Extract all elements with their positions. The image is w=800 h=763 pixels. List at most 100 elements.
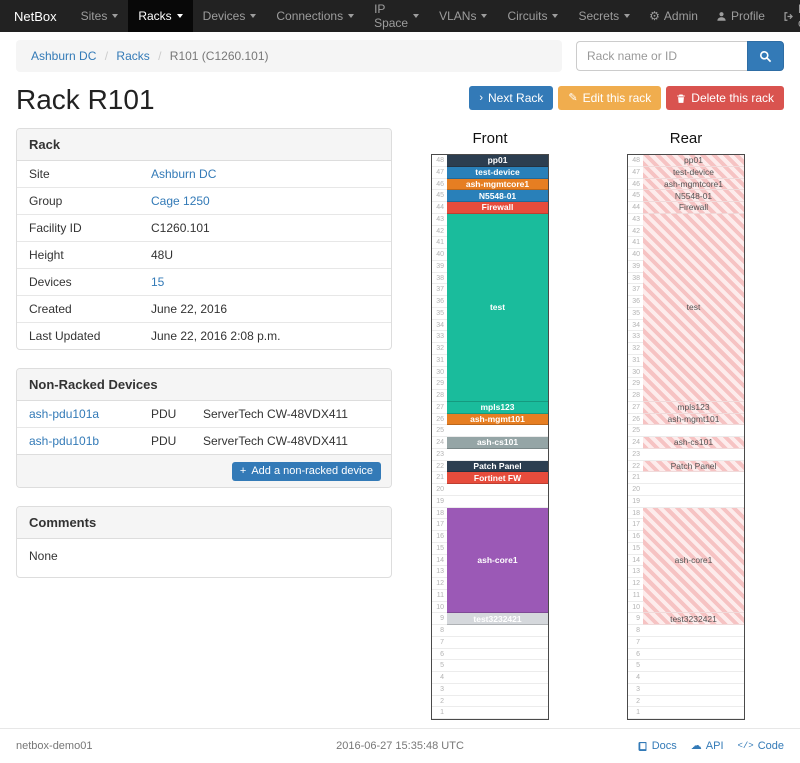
unit-number: 7 xyxy=(440,638,444,646)
unit-number: 41 xyxy=(632,239,640,247)
rack-device-front-patch-panel[interactable]: Patch Panel xyxy=(447,460,548,473)
rack-device-rear-patch-panel[interactable]: Patch Panel xyxy=(643,460,744,473)
rack-elevations: Front 48 47 46 45 44 43 42 41 40 39 38 37 36 35 34 33 32… xyxy=(392,128,784,720)
search-input[interactable] xyxy=(576,41,747,71)
docs-link[interactable]: Docs xyxy=(637,740,677,752)
rack-device-front-ash-mgmt101[interactable]: ash-mgmt101 xyxy=(447,413,548,426)
rack-device-front-ash-cs101[interactable]: ash-cs101 xyxy=(447,437,548,449)
api-link[interactable]: ☁ API xyxy=(690,739,724,752)
rack-attr-label: Site xyxy=(29,167,50,181)
unit-number: 38 xyxy=(632,274,640,282)
rack-unit-rear-6: 6 xyxy=(628,649,744,661)
breadcrumb-link-racks[interactable]: Racks xyxy=(116,49,150,63)
unit-number: 13 xyxy=(436,568,444,576)
rack-device-rear-test3232421[interactable]: test3232421 xyxy=(643,613,744,625)
add-nonracked-device-button[interactable]: + Add a non-racked device xyxy=(231,462,381,482)
breadcrumb-row: Ashburn DC / Racks / R101 (C1260.101) xyxy=(16,40,784,72)
search-icon xyxy=(759,50,772,63)
nonracked-device-row: ash-pdu101a PDU ServerTech CW-48VDX411 xyxy=(17,401,391,428)
unit-number: 47 xyxy=(436,168,444,176)
rack-device-rear-mpls123[interactable]: mpls123 xyxy=(643,401,744,414)
rack-device-front-fortinet-fw[interactable]: Fortinet FW xyxy=(447,472,548,484)
brand-link[interactable]: NetBox xyxy=(14,8,57,24)
nav-item-connections[interactable]: Connections xyxy=(266,0,364,32)
rack-unit-front-8: 8 xyxy=(432,625,548,637)
profile-link[interactable]: Profile xyxy=(707,0,774,32)
rack-device-front-test-device[interactable]: test-device xyxy=(447,166,548,179)
unit-number: 29 xyxy=(632,380,640,388)
nonracked-device-link[interactable]: ash-pdu101b xyxy=(29,434,100,448)
unit-number: 12 xyxy=(436,580,444,587)
nonracked-device-link[interactable]: ash-pdu101a xyxy=(29,407,100,421)
unit-number: 18 xyxy=(632,509,640,517)
code-link[interactable]: </> Code xyxy=(737,740,785,752)
nav-item-devices[interactable]: Devices xyxy=(193,0,267,32)
rack-device-rear-ash-cs101[interactable]: ash-cs101 xyxy=(643,437,744,449)
edit-rack-button[interactable]: ✎ Edit this rack xyxy=(558,86,662,111)
rack-device-front-firewall[interactable]: Firewall xyxy=(447,202,548,214)
footer-links: Docs ☁ API </> Code xyxy=(564,740,784,752)
rack-attr-value-link[interactable]: 15 xyxy=(151,275,165,289)
unit-number: 15 xyxy=(632,544,640,552)
rack-unit-rear-19: 19 xyxy=(628,496,744,508)
rack-attr-label: Height xyxy=(17,241,139,269)
unit-number: 23 xyxy=(632,450,640,458)
unit-number: 27 xyxy=(436,403,444,411)
rack-device-front-test3232421[interactable]: test3232421 xyxy=(447,613,548,625)
rack-unit-front-5: 5 xyxy=(432,660,548,672)
rack-device-rear-firewall[interactable]: Firewall xyxy=(643,202,744,214)
code-icon: </> xyxy=(737,740,754,751)
delete-rack-button[interactable]: Delete this rack xyxy=(666,86,784,111)
unit-number: 28 xyxy=(632,392,640,399)
rack-device-rear-n5548-01[interactable]: N5548-01 xyxy=(643,190,744,202)
nav-item-label: Racks xyxy=(138,9,172,23)
rack-device-rear-pp01[interactable]: pp01 xyxy=(643,155,744,167)
unit-number: 24 xyxy=(632,439,640,446)
next-rack-button[interactable]: › Next Rack xyxy=(469,86,554,111)
unit-number: 3 xyxy=(636,685,640,693)
logout-label: Log out xyxy=(798,2,800,30)
chevron-down-icon xyxy=(250,14,257,18)
nav-item-label: Circuits xyxy=(507,9,548,23)
rack-device-front-n5548-01[interactable]: N5548-01 xyxy=(447,190,548,202)
nav-item-sites[interactable]: Sites xyxy=(71,0,129,32)
nav-item-racks[interactable]: Racks xyxy=(128,0,193,32)
rack-device-rear-test-device[interactable]: test-device xyxy=(643,166,744,179)
breadcrumb-link-site[interactable]: Ashburn DC xyxy=(31,49,97,63)
unit-number: 21 xyxy=(436,474,444,482)
unit-number: 40 xyxy=(436,251,444,258)
rack-device-rear-ash-mgmtcore1[interactable]: ash-mgmtcore1 xyxy=(643,178,744,191)
nonracked-panel-footer: + Add a non-racked device xyxy=(17,454,391,488)
logout-link[interactable]: Log out xyxy=(774,0,800,32)
rack-device-front-pp01[interactable]: pp01 xyxy=(447,155,548,167)
nav-item-vlans[interactable]: VLANs xyxy=(429,0,497,32)
rack-unit-rear-21: 21 xyxy=(628,472,744,484)
unit-number: 19 xyxy=(436,497,444,505)
rack-device-front-test[interactable]: test xyxy=(447,213,548,402)
unit-number: 43 xyxy=(436,215,444,223)
nav-item-circuits[interactable]: Circuits xyxy=(497,0,568,32)
unit-number: 34 xyxy=(632,321,640,329)
nav-item-secrets[interactable]: Secrets xyxy=(568,0,640,32)
rack-device-front-ash-core1[interactable]: ash-core1 xyxy=(447,507,548,614)
rack-unit-front-3: 3 xyxy=(432,684,548,696)
unit-number: 9 xyxy=(440,615,444,623)
unit-number: 15 xyxy=(436,544,444,552)
rack-device-front-mpls123[interactable]: mpls123 xyxy=(447,401,548,414)
unit-number: 39 xyxy=(436,262,444,270)
rack-device-rear-test[interactable]: test xyxy=(643,213,744,402)
nav-item-ip-space[interactable]: IP Space xyxy=(364,0,429,32)
admin-label: Admin xyxy=(663,9,698,23)
unit-number: 21 xyxy=(632,474,640,482)
rack-attr-value-link[interactable]: Cage 1250 xyxy=(151,194,210,208)
rack-unit-front-25: 25 xyxy=(432,425,548,437)
unit-number: 48 xyxy=(436,157,444,164)
search-button[interactable] xyxy=(747,41,784,71)
chevron-down-icon xyxy=(481,14,488,18)
rack-device-rear-ash-core1[interactable]: ash-core1 xyxy=(643,507,744,614)
rack-device-front-ash-mgmtcore1[interactable]: ash-mgmtcore1 xyxy=(447,178,548,191)
rack-device-rear-ash-mgmt101[interactable]: ash-mgmt101 xyxy=(643,413,744,426)
rack-attr-value: June 22, 2016 xyxy=(139,295,391,323)
rack-attr-value-link[interactable]: Ashburn DC xyxy=(151,167,217,181)
admin-link[interactable]: ⚙ Admin xyxy=(640,0,707,32)
